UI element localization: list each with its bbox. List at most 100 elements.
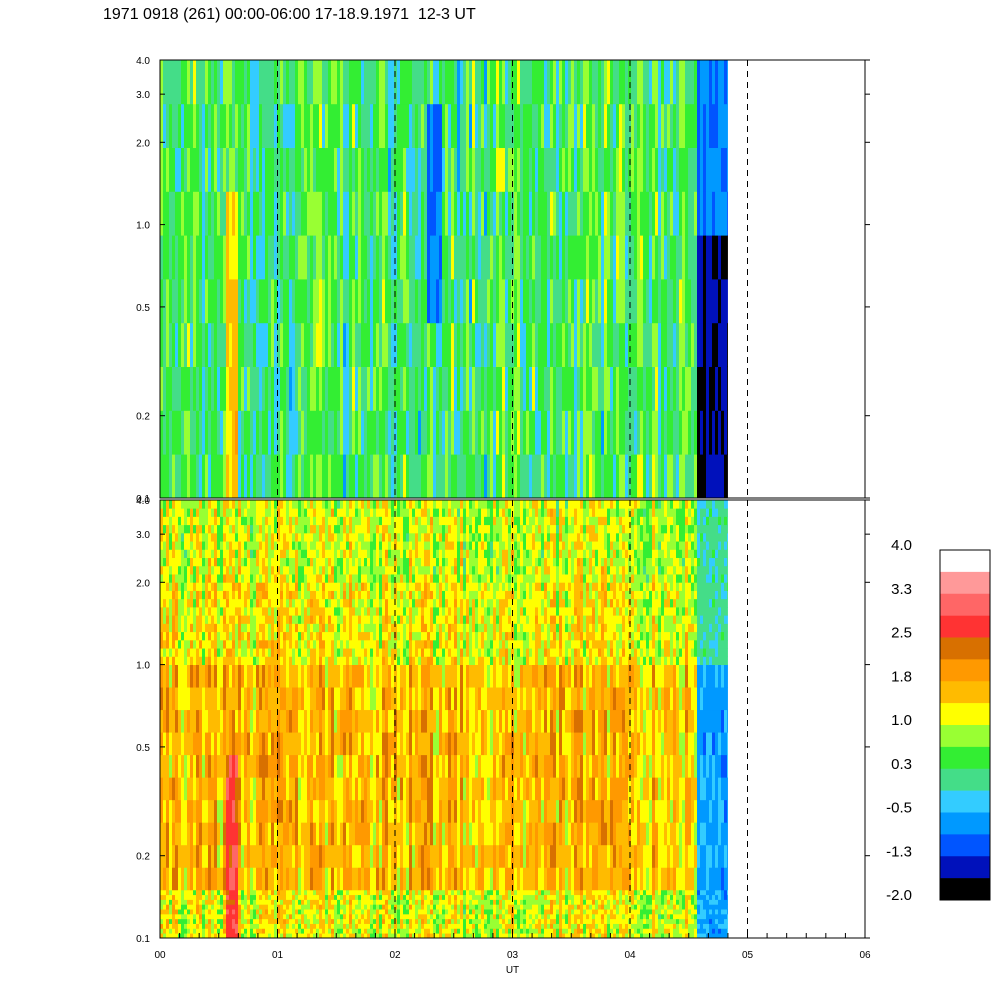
heatmap-cell <box>370 648 374 657</box>
heatmap-cell <box>496 103 500 148</box>
heatmap-cell <box>289 454 293 499</box>
heatmap-cell <box>691 147 695 192</box>
heatmap-cell <box>196 889 200 896</box>
heatmap-cell <box>247 410 251 455</box>
heatmap-cell <box>340 598 344 608</box>
heatmap-cell <box>325 606 329 616</box>
heatmap-cell <box>250 799 254 823</box>
heatmap-cell <box>670 322 674 367</box>
heatmap-cell <box>193 508 197 517</box>
heatmap-cell <box>208 631 212 641</box>
heatmap-cell <box>232 732 236 756</box>
heatmap-cell <box>244 598 248 608</box>
heatmap-cell <box>301 709 305 733</box>
heatmap-cell <box>367 524 371 534</box>
heatmap-cell <box>280 557 284 567</box>
heatmap-cell <box>673 147 677 192</box>
heatmap-cell <box>256 557 260 567</box>
heatmap-cell <box>433 410 437 455</box>
heatmap-cell <box>313 923 317 929</box>
heatmap-cell <box>322 454 326 499</box>
heatmap-cell <box>352 732 356 756</box>
heatmap-cell <box>211 928 215 934</box>
heatmap-cell <box>310 709 314 733</box>
heatmap-cell <box>481 103 485 148</box>
heatmap-cell <box>379 541 383 550</box>
heatmap-cell <box>325 928 329 934</box>
heatmap-cell <box>280 508 284 517</box>
heatmap-cell <box>283 799 287 823</box>
heatmap-cell <box>361 582 365 591</box>
heatmap-cell <box>226 918 230 924</box>
heatmap-cell <box>427 454 431 499</box>
heatmap-cell <box>205 844 209 868</box>
heatmap-cell <box>682 279 686 324</box>
heatmap-cell <box>211 582 215 591</box>
heatmap-cell <box>259 279 263 324</box>
heatmap-cell <box>367 191 371 236</box>
heatmap-cell <box>202 147 206 192</box>
heatmap-cell <box>541 410 545 455</box>
heatmap-cell <box>292 103 296 148</box>
heatmap-cell <box>316 867 320 891</box>
heatmap-cell <box>352 606 356 616</box>
heatmap-cell <box>349 664 353 688</box>
heatmap-cell <box>184 799 188 823</box>
heatmap-cell <box>271 279 275 324</box>
heatmap-cell <box>322 822 326 846</box>
heatmap-cell <box>172 454 176 499</box>
heatmap-cell <box>181 904 185 910</box>
heatmap-cell <box>262 894 266 900</box>
heatmap-cell <box>523 279 527 324</box>
heatmap-cell <box>238 322 242 367</box>
heatmap-cell <box>460 279 464 324</box>
heatmap-cell <box>340 606 344 616</box>
heatmap-cell <box>460 366 464 411</box>
heatmap-cell <box>274 822 278 846</box>
heatmap-cell <box>199 687 203 711</box>
heatmap-cell <box>226 709 230 733</box>
heatmap-cell <box>715 454 719 499</box>
heatmap-cell <box>283 582 287 591</box>
heatmap-cell <box>241 867 245 891</box>
heatmap-cell <box>268 606 272 616</box>
heatmap-cell <box>298 565 302 575</box>
heatmap-cell <box>214 147 218 192</box>
heatmap-cell <box>238 664 242 688</box>
heatmap-cell <box>166 639 170 649</box>
heatmap-cell <box>346 147 350 192</box>
heatmap-cell <box>232 923 236 929</box>
heatmap-cell <box>355 923 359 929</box>
heatmap-cell <box>199 322 203 367</box>
heatmap-cell <box>388 799 392 823</box>
heatmap-cell <box>412 279 416 324</box>
heatmap-cell <box>250 918 254 924</box>
heatmap-cell <box>712 235 716 280</box>
heatmap-cell <box>313 754 317 778</box>
heatmap-cell <box>352 687 356 711</box>
heatmap-cell <box>565 147 569 192</box>
heatmap-cell <box>175 656 179 666</box>
heatmap-cell <box>310 606 314 616</box>
heatmap-cell <box>382 500 386 509</box>
heatmap-cell <box>412 60 416 105</box>
heatmap-cell <box>220 147 224 192</box>
heatmap-cell <box>310 279 314 324</box>
heatmap-cell <box>553 366 557 411</box>
heatmap-cell <box>241 928 245 934</box>
heatmap-cell <box>388 322 392 367</box>
heatmap-cell <box>502 147 506 192</box>
heatmap-cell <box>193 918 197 924</box>
heatmap-cell <box>331 582 335 591</box>
heatmap-cell <box>313 549 317 559</box>
heatmap-cell <box>325 147 329 192</box>
heatmap-cell <box>604 191 608 236</box>
heatmap-cell <box>349 598 353 608</box>
heatmap-cell <box>304 867 308 891</box>
heatmap-cell <box>715 279 719 324</box>
heatmap-cell <box>313 933 317 939</box>
heatmap-cell <box>343 103 347 148</box>
heatmap-cell <box>307 732 311 756</box>
heatmap-cell <box>160 639 164 649</box>
heatmap-cell <box>166 565 170 575</box>
